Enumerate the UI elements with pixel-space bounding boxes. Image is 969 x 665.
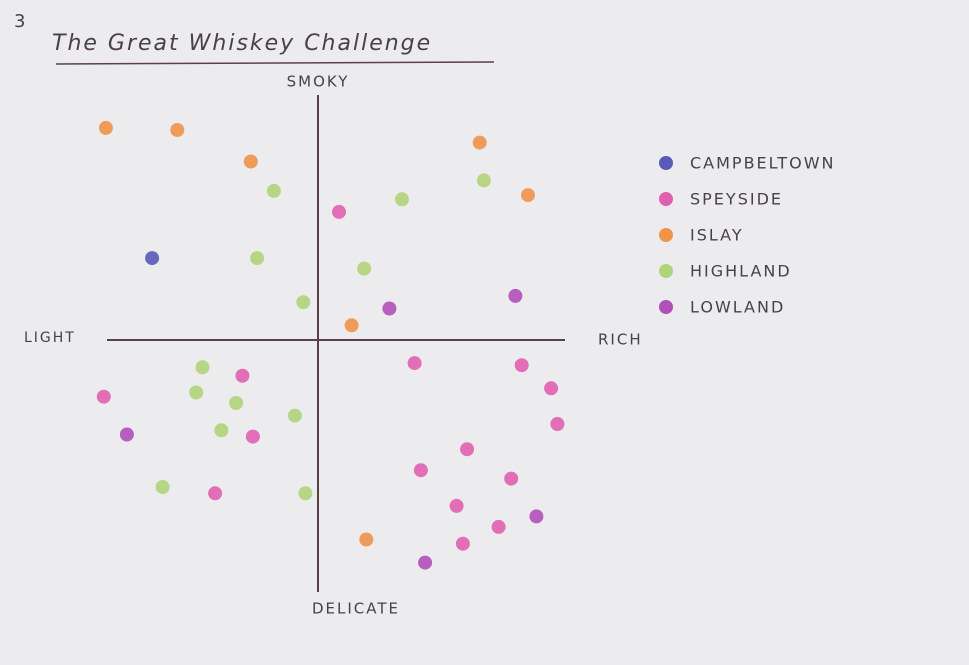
point bbox=[229, 396, 244, 410]
point bbox=[298, 486, 313, 501]
x-axis-label-right: RICH bbox=[598, 331, 643, 349]
point bbox=[550, 417, 565, 431]
point bbox=[455, 536, 470, 551]
point bbox=[359, 532, 374, 547]
point bbox=[170, 123, 185, 137]
point bbox=[521, 188, 535, 203]
point bbox=[508, 288, 523, 303]
point bbox=[357, 261, 372, 276]
point bbox=[514, 358, 529, 373]
point bbox=[544, 381, 559, 396]
point bbox=[155, 480, 170, 494]
point bbox=[382, 301, 397, 316]
point bbox=[529, 509, 544, 524]
point bbox=[245, 429, 260, 444]
point bbox=[250, 251, 265, 266]
point bbox=[266, 183, 281, 198]
legend-label: HIGHLAND bbox=[690, 262, 792, 281]
legend-swatch bbox=[659, 300, 673, 314]
point bbox=[472, 135, 487, 150]
point bbox=[189, 385, 204, 400]
legend-label: LOWLAND bbox=[690, 298, 785, 317]
point bbox=[208, 486, 223, 501]
point bbox=[235, 368, 250, 383]
point bbox=[413, 463, 428, 478]
point bbox=[491, 519, 506, 534]
point bbox=[296, 295, 311, 310]
legend-swatch bbox=[659, 156, 673, 170]
chart-title: The Great Whiskey Challenge bbox=[52, 31, 432, 56]
point bbox=[195, 360, 210, 375]
point bbox=[243, 154, 258, 169]
point bbox=[476, 173, 491, 188]
point bbox=[449, 498, 464, 513]
point bbox=[96, 389, 111, 404]
legend-swatch bbox=[659, 228, 673, 242]
title-underline bbox=[55, 61, 495, 65]
point bbox=[98, 120, 113, 135]
point bbox=[504, 471, 519, 486]
legend-label: ISLAY bbox=[690, 226, 744, 245]
y-axis-label-top: SMOKY bbox=[287, 73, 350, 91]
point bbox=[344, 318, 359, 333]
legend-swatch bbox=[659, 264, 673, 278]
x-axis-label-left: LIGHT bbox=[24, 330, 76, 346]
y-axis-label-bottom: DELICATE bbox=[312, 600, 400, 618]
point bbox=[395, 192, 409, 207]
point bbox=[145, 251, 160, 266]
legend-label: SPEYSIDE bbox=[690, 190, 783, 209]
point bbox=[460, 442, 475, 457]
point bbox=[418, 555, 433, 570]
legend-label: CAMPBELTOWN bbox=[690, 154, 836, 173]
page-number: 3 bbox=[14, 11, 27, 32]
legend-swatch bbox=[659, 192, 673, 206]
point bbox=[407, 356, 422, 371]
point bbox=[332, 204, 346, 219]
point bbox=[214, 423, 229, 438]
point bbox=[119, 427, 134, 442]
point bbox=[287, 408, 302, 423]
